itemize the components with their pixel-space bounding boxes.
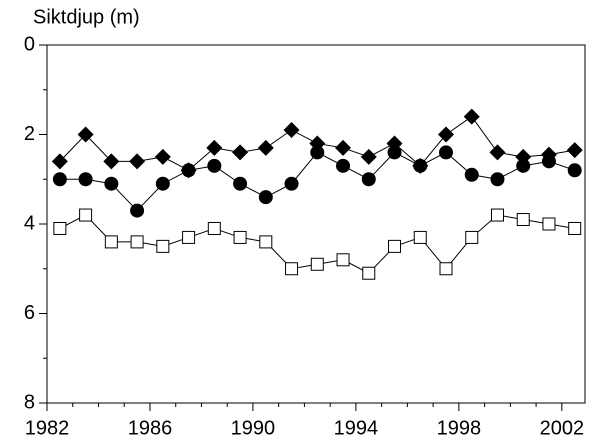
circle-marker <box>155 176 170 191</box>
circle-marker <box>104 176 119 191</box>
square-marker <box>388 239 402 253</box>
square-marker <box>130 235 144 249</box>
square-marker <box>310 257 324 271</box>
y-tick-label: 4 <box>24 212 35 234</box>
square-marker <box>439 262 453 276</box>
diamond-marker <box>335 139 352 156</box>
diamond-marker <box>77 126 94 143</box>
circle-marker <box>310 145 325 160</box>
circle-marker <box>387 145 402 160</box>
circle-marker <box>438 145 453 160</box>
square-marker <box>233 230 247 244</box>
circle-marker <box>130 203 145 218</box>
square-marker <box>336 253 350 267</box>
y-tick-label: 6 <box>24 302 35 324</box>
diamond-marker <box>360 148 377 165</box>
square-marker <box>79 208 93 222</box>
square-marker <box>465 230 479 244</box>
diamond-marker <box>154 148 171 165</box>
diamond-marker <box>437 126 454 143</box>
circle-marker <box>233 176 248 191</box>
circle-marker <box>181 163 196 178</box>
plot-frame <box>46 44 586 404</box>
circle-marker <box>52 172 67 187</box>
circle-marker <box>541 154 556 169</box>
square-marker <box>413 230 427 244</box>
chart-title: Siktdjup (m) <box>33 6 140 28</box>
square-marker <box>490 208 504 222</box>
square-marker <box>568 221 582 235</box>
circle-marker <box>336 158 351 173</box>
y-tick-label: 8 <box>24 391 35 413</box>
square-marker <box>259 235 273 249</box>
x-tick-label: 1994 <box>334 417 379 439</box>
square-marker <box>285 262 299 276</box>
x-tick-label: 1998 <box>437 417 482 439</box>
square-marker <box>53 221 67 235</box>
diamond-marker <box>463 108 480 125</box>
y-tick-label: 2 <box>24 123 35 145</box>
diamond-marker <box>51 153 68 170</box>
circle-marker <box>413 158 428 173</box>
diamond-marker <box>206 139 223 156</box>
circle-marker <box>361 172 376 187</box>
circle-marker <box>207 158 222 173</box>
square-marker <box>362 266 376 280</box>
circle-marker <box>464 167 479 182</box>
square-marker <box>516 213 530 227</box>
diamond-marker <box>489 144 506 161</box>
square-marker <box>542 217 556 231</box>
diamond-marker <box>257 139 274 156</box>
circle-marker <box>78 172 93 187</box>
x-tick-label: 2002 <box>540 417 585 439</box>
x-tick-label: 1986 <box>128 417 173 439</box>
y-tick-label: 0 <box>24 33 35 55</box>
diamond-marker <box>283 122 300 139</box>
circle-marker <box>567 163 582 178</box>
diamond-marker <box>232 144 249 161</box>
circle-marker <box>258 190 273 205</box>
square-marker <box>104 235 118 249</box>
square-marker <box>156 239 170 253</box>
circle-marker <box>284 176 299 191</box>
circle-marker <box>490 172 505 187</box>
circle-marker <box>516 158 531 173</box>
x-tick-label: 1990 <box>231 417 276 439</box>
square-marker <box>182 230 196 244</box>
diamond-marker <box>129 153 146 170</box>
diamond-marker <box>566 142 583 159</box>
square-marker <box>207 221 221 235</box>
x-tick-label: 1982 <box>25 417 70 439</box>
diamond-marker <box>103 153 120 170</box>
